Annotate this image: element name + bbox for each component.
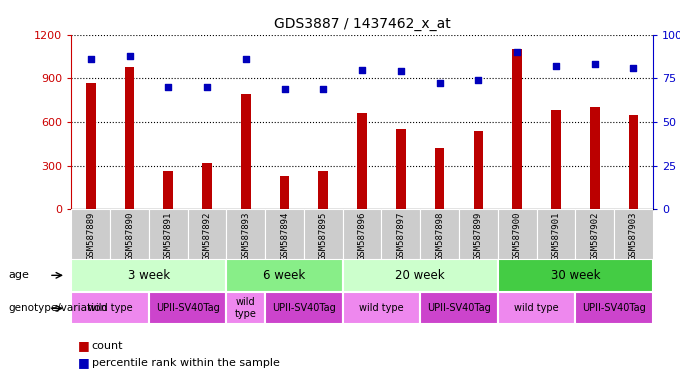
Bar bbox=[420, 292, 498, 324]
Text: wild type: wild type bbox=[88, 303, 133, 313]
Bar bbox=[279, 176, 290, 209]
Text: percentile rank within the sample: percentile rank within the sample bbox=[92, 358, 279, 368]
Point bbox=[589, 61, 600, 67]
Bar bbox=[575, 292, 653, 324]
Text: wild
type: wild type bbox=[235, 297, 257, 319]
Text: GSM587894: GSM587894 bbox=[280, 212, 289, 260]
Text: ■: ■ bbox=[78, 356, 90, 369]
Text: wild type: wild type bbox=[514, 303, 559, 313]
Point bbox=[356, 66, 367, 73]
Bar bbox=[357, 113, 367, 209]
Bar bbox=[343, 209, 381, 259]
Bar bbox=[163, 171, 173, 209]
Bar bbox=[512, 49, 522, 209]
Bar bbox=[435, 148, 445, 209]
Bar bbox=[420, 209, 459, 259]
Point bbox=[241, 56, 252, 62]
Text: GSM587899: GSM587899 bbox=[474, 212, 483, 260]
Bar bbox=[343, 259, 498, 292]
Text: UPII-SV40Tag: UPII-SV40Tag bbox=[427, 303, 491, 313]
Bar bbox=[226, 209, 265, 259]
Bar bbox=[575, 209, 614, 259]
Bar bbox=[343, 292, 420, 324]
Bar bbox=[241, 94, 251, 209]
Point bbox=[318, 86, 329, 92]
Text: GSM587897: GSM587897 bbox=[396, 212, 405, 260]
Text: GSM587901: GSM587901 bbox=[551, 212, 560, 260]
Bar bbox=[226, 292, 265, 324]
Title: GDS3887 / 1437462_x_at: GDS3887 / 1437462_x_at bbox=[274, 17, 450, 31]
Text: 20 week: 20 week bbox=[396, 269, 445, 282]
Bar bbox=[473, 131, 483, 209]
Bar bbox=[614, 209, 653, 259]
Bar bbox=[381, 209, 420, 259]
Text: GSM587895: GSM587895 bbox=[319, 212, 328, 260]
Bar bbox=[318, 171, 328, 209]
Point bbox=[85, 56, 97, 62]
Text: GSM587902: GSM587902 bbox=[590, 212, 599, 260]
Text: GSM587903: GSM587903 bbox=[629, 212, 638, 260]
Bar bbox=[498, 209, 537, 259]
Point bbox=[473, 77, 483, 83]
Bar bbox=[188, 209, 226, 259]
Bar bbox=[202, 163, 212, 209]
Bar bbox=[590, 108, 600, 209]
Text: age: age bbox=[9, 270, 30, 280]
Bar bbox=[149, 209, 188, 259]
Bar bbox=[265, 292, 343, 324]
Point bbox=[551, 63, 562, 69]
Point bbox=[201, 84, 212, 90]
Bar bbox=[396, 129, 406, 209]
Bar bbox=[498, 259, 653, 292]
Point bbox=[124, 53, 135, 59]
Bar bbox=[265, 209, 304, 259]
Bar bbox=[149, 292, 226, 324]
Bar bbox=[628, 115, 639, 209]
Point bbox=[395, 68, 406, 74]
Text: 30 week: 30 week bbox=[551, 269, 600, 282]
Bar bbox=[71, 292, 149, 324]
Bar bbox=[551, 110, 561, 209]
Bar bbox=[71, 209, 110, 259]
Point bbox=[163, 84, 173, 90]
Point bbox=[628, 65, 639, 71]
Text: UPII-SV40Tag: UPII-SV40Tag bbox=[156, 303, 220, 313]
Bar bbox=[226, 259, 343, 292]
Bar bbox=[498, 292, 575, 324]
Text: GSM587898: GSM587898 bbox=[435, 212, 444, 260]
Bar bbox=[124, 66, 135, 209]
Bar bbox=[459, 209, 498, 259]
Text: wild type: wild type bbox=[359, 303, 404, 313]
Text: 6 week: 6 week bbox=[263, 269, 306, 282]
Text: ■: ■ bbox=[78, 339, 90, 352]
Bar bbox=[86, 83, 96, 209]
Text: GSM587893: GSM587893 bbox=[241, 212, 250, 260]
Point bbox=[434, 80, 445, 86]
Text: GSM587892: GSM587892 bbox=[203, 212, 211, 260]
Bar bbox=[71, 259, 226, 292]
Text: UPII-SV40Tag: UPII-SV40Tag bbox=[582, 303, 646, 313]
Text: GSM587900: GSM587900 bbox=[513, 212, 522, 260]
Text: UPII-SV40Tag: UPII-SV40Tag bbox=[272, 303, 336, 313]
Text: GSM587891: GSM587891 bbox=[164, 212, 173, 260]
Text: 3 week: 3 week bbox=[128, 269, 170, 282]
Bar bbox=[304, 209, 343, 259]
Text: GSM587889: GSM587889 bbox=[86, 212, 95, 260]
Bar bbox=[110, 209, 149, 259]
Bar bbox=[537, 209, 575, 259]
Point bbox=[511, 49, 522, 55]
Text: GSM587896: GSM587896 bbox=[358, 212, 367, 260]
Text: genotype/variation: genotype/variation bbox=[9, 303, 108, 313]
Point bbox=[279, 86, 290, 92]
Text: GSM587890: GSM587890 bbox=[125, 212, 134, 260]
Text: count: count bbox=[92, 341, 123, 351]
